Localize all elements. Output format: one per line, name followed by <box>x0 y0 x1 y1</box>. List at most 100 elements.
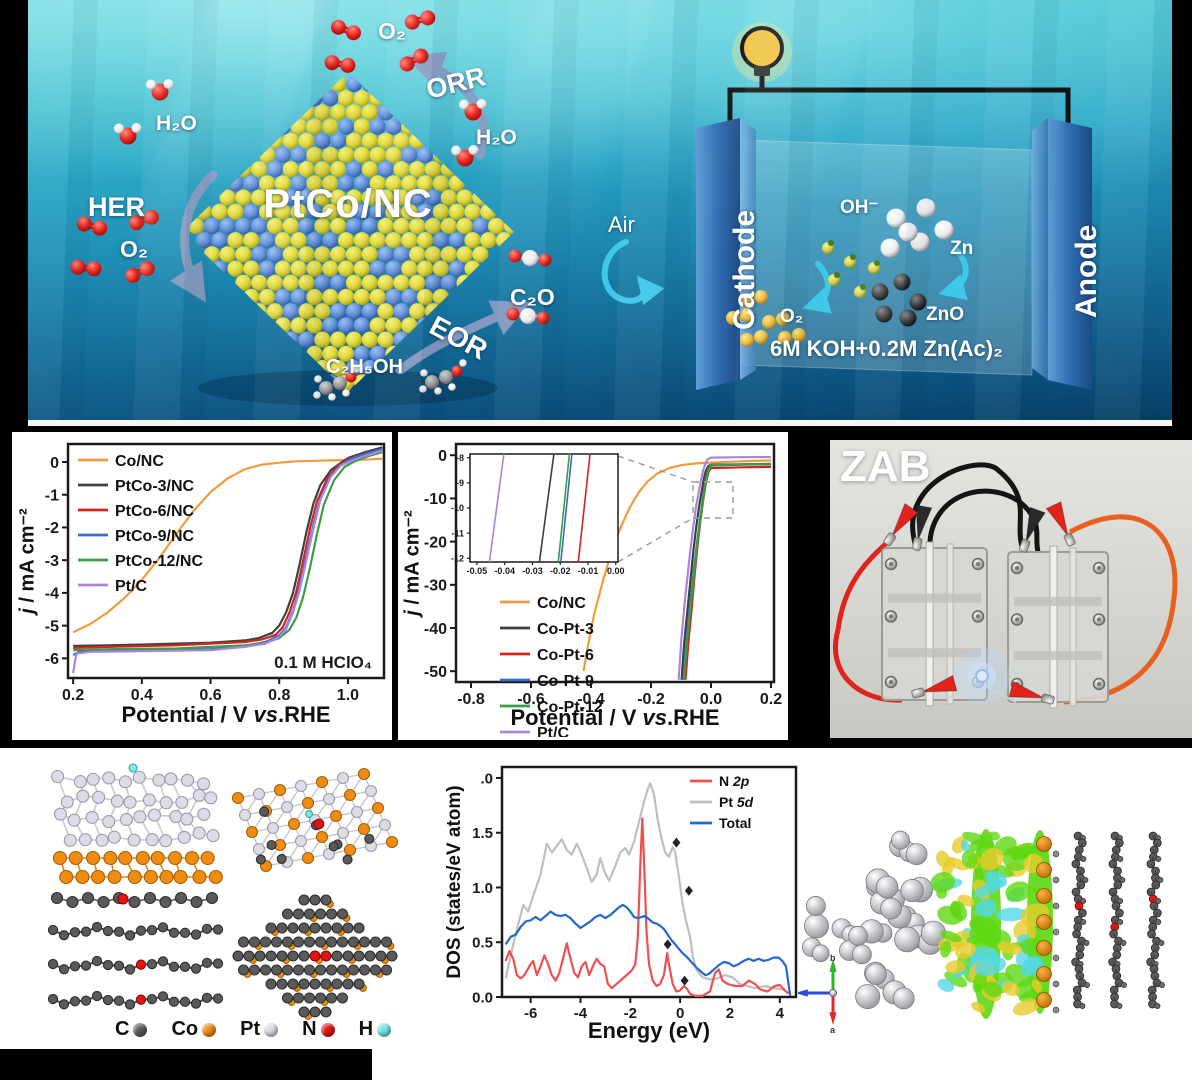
svg-text:-0.04: -0.04 <box>494 566 515 576</box>
svg-text:-11: -11 <box>451 528 464 538</box>
svg-text:0.00: 0.00 <box>607 566 625 576</box>
svg-text:-0.2: -0.2 <box>637 691 665 708</box>
svg-text:-4: -4 <box>574 1005 588 1022</box>
lightbulb-icon <box>732 22 792 90</box>
svg-text:Pt/C: Pt/C <box>115 578 147 595</box>
battery-species-spheres <box>726 198 954 347</box>
svg-text:b: b <box>830 953 836 963</box>
atom-legend-label: N <box>302 1018 317 1040</box>
svg-text:-0.6: -0.6 <box>517 691 545 708</box>
svg-text:1.5: 1.5 <box>472 825 493 842</box>
svg-text:-10: -10 <box>451 503 464 513</box>
chart2-y-axis-label: j / mA cm⁻² <box>400 510 425 615</box>
her-lsv-chart: -0.8 -0.6 -0.4 -0.2 0.0 0.2 0 -10 -20 -30 -40 -50 Co… <box>424 442 782 737</box>
svg-text:Co-Pt-12: Co-Pt-12 <box>537 699 603 716</box>
svg-text:-0.8: -0.8 <box>457 691 485 708</box>
svg-text:Co-Pt-3: Co-Pt-3 <box>537 621 594 638</box>
atom-legend: C Co Pt N H <box>115 1018 392 1041</box>
svg-text:0.0: 0.0 <box>472 989 493 1006</box>
chart2-xlabel-pre: Potential / V <box>510 705 643 730</box>
svg-text:Co-Pt-6: Co-Pt-6 <box>537 647 594 664</box>
ethanol-label: C₂H₅OH <box>326 356 403 378</box>
chart2-xlabel-post: .RHE <box>666 705 720 730</box>
nanoparticle <box>187 75 514 406</box>
svg-text:-1: -1 <box>45 487 59 504</box>
svg-text:Pt 5d: Pt 5d <box>719 794 754 810</box>
svg-text:-9: -9 <box>456 478 464 488</box>
svg-text:Total: Total <box>719 815 751 831</box>
dft-structures-panel: C Co Pt N H <box>15 758 415 1058</box>
air-label: Air <box>608 212 635 237</box>
water-ripples <box>28 0 1172 420</box>
chart1-ylabel-italic: j <box>16 608 39 614</box>
atom-legend-label: Co <box>171 1018 199 1040</box>
svg-text:.0: .0 <box>480 770 493 787</box>
svg-text:a: a <box>830 1025 836 1035</box>
svg-text:2: 2 <box>726 1005 734 1022</box>
svg-text:-0.05: -0.05 <box>467 566 488 576</box>
svg-text:0.5: 0.5 <box>472 935 493 952</box>
orr-arrow <box>405 51 489 160</box>
svg-text:4: 4 <box>776 1005 785 1022</box>
svg-text:0.0: 0.0 <box>700 691 722 708</box>
svg-text:-50: -50 <box>424 664 447 681</box>
atom-legend-item: Pt <box>240 1018 279 1041</box>
charge-density-graphics: bca <box>798 829 1165 1035</box>
chart1-y-axis-label: j / mA cm⁻² <box>15 508 40 613</box>
svg-text:0.4: 0.4 <box>131 687 153 704</box>
svg-text:0.8: 0.8 <box>268 687 290 704</box>
svg-text:-0.02: -0.02 <box>550 566 571 576</box>
atom-legend-item: Co <box>171 1018 217 1041</box>
svg-text:0.2: 0.2 <box>62 687 84 704</box>
chart2-x-axis-label: Potential / V vs.RHE <box>510 705 719 731</box>
svg-text:N 2p: N 2p <box>719 773 750 789</box>
o2-top-label: O₂ <box>378 18 407 44</box>
anode-slab-side <box>1032 118 1048 380</box>
atom-legend-swatch <box>320 1022 335 1037</box>
svg-text:-30: -30 <box>424 578 447 595</box>
air-arrow <box>601 239 665 306</box>
zab-photo-panel: ZAB <box>830 440 1192 738</box>
svg-text:-20: -20 <box>424 534 447 551</box>
svg-text:Pt/C: Pt/C <box>537 725 569 737</box>
chart2-ylabel-rest: / mA cm⁻² <box>401 510 424 611</box>
svg-text:1.0: 1.0 <box>337 687 359 704</box>
her-label: HER <box>88 192 146 222</box>
ocean-graphics <box>70 10 1092 406</box>
svg-text:-4: -4 <box>45 586 59 603</box>
h2o-right-label: H₂O <box>476 126 517 149</box>
svg-text:Co-Pt-9: Co-Pt-9 <box>537 673 594 690</box>
separator-line <box>28 420 1172 426</box>
chart1-xlabel-italic: vs <box>253 702 278 727</box>
atom-legend-swatch <box>377 1022 392 1037</box>
svg-text:-0.01: -0.01 <box>578 566 599 576</box>
atom-legend-label: H <box>358 1018 374 1040</box>
svg-text:0: 0 <box>438 448 447 465</box>
svg-text:-3: -3 <box>45 553 59 570</box>
svg-text:0.2: 0.2 <box>760 691 782 708</box>
dft-structures-graphics <box>47 763 399 1020</box>
zno-label: ZnO <box>926 304 964 325</box>
atom-legend-item: H <box>358 1018 392 1041</box>
chart2-xlabel-italic: vs <box>642 705 667 730</box>
cathode-label: Cathode <box>728 210 761 330</box>
anode-label: Anode <box>1070 224 1103 318</box>
svg-text:Co/NC: Co/NC <box>537 595 586 612</box>
atom-legend-swatch <box>264 1022 279 1037</box>
circuit-wire <box>727 87 1071 128</box>
atom-legend-label: C <box>115 1018 130 1040</box>
svg-text:-10: -10 <box>424 491 447 508</box>
svg-text:1.0: 1.0 <box>472 880 493 897</box>
svg-text:Co/NC: Co/NC <box>115 453 164 470</box>
zn-label: Zn <box>950 238 974 259</box>
particle-label: PtCo/NC <box>263 182 433 226</box>
svg-text:0.1 M HClO₄: 0.1 M HClO₄ <box>274 653 372 672</box>
svg-text:-12: -12 <box>451 553 464 563</box>
chart1-ylabel-rest: / mA cm⁻² <box>16 508 39 609</box>
svg-text:-6: -6 <box>45 651 59 668</box>
svg-text:PtCo-9/NC: PtCo-9/NC <box>115 528 195 545</box>
her-lsv-chart-panel: -0.8 -0.6 -0.4 -0.2 0.0 0.2 0 -10 -20 -30 -40 -50 Co… <box>398 432 788 740</box>
orr-lsv-chart-panel: 0.2 0.4 0.6 0.8 1.0 0 -1 -2 -3 -4 -5 -6 Co/NC PtCo-3/… <box>12 432 392 740</box>
oh-label: OH⁻ <box>840 197 879 218</box>
svg-text:-0.4: -0.4 <box>577 691 605 708</box>
